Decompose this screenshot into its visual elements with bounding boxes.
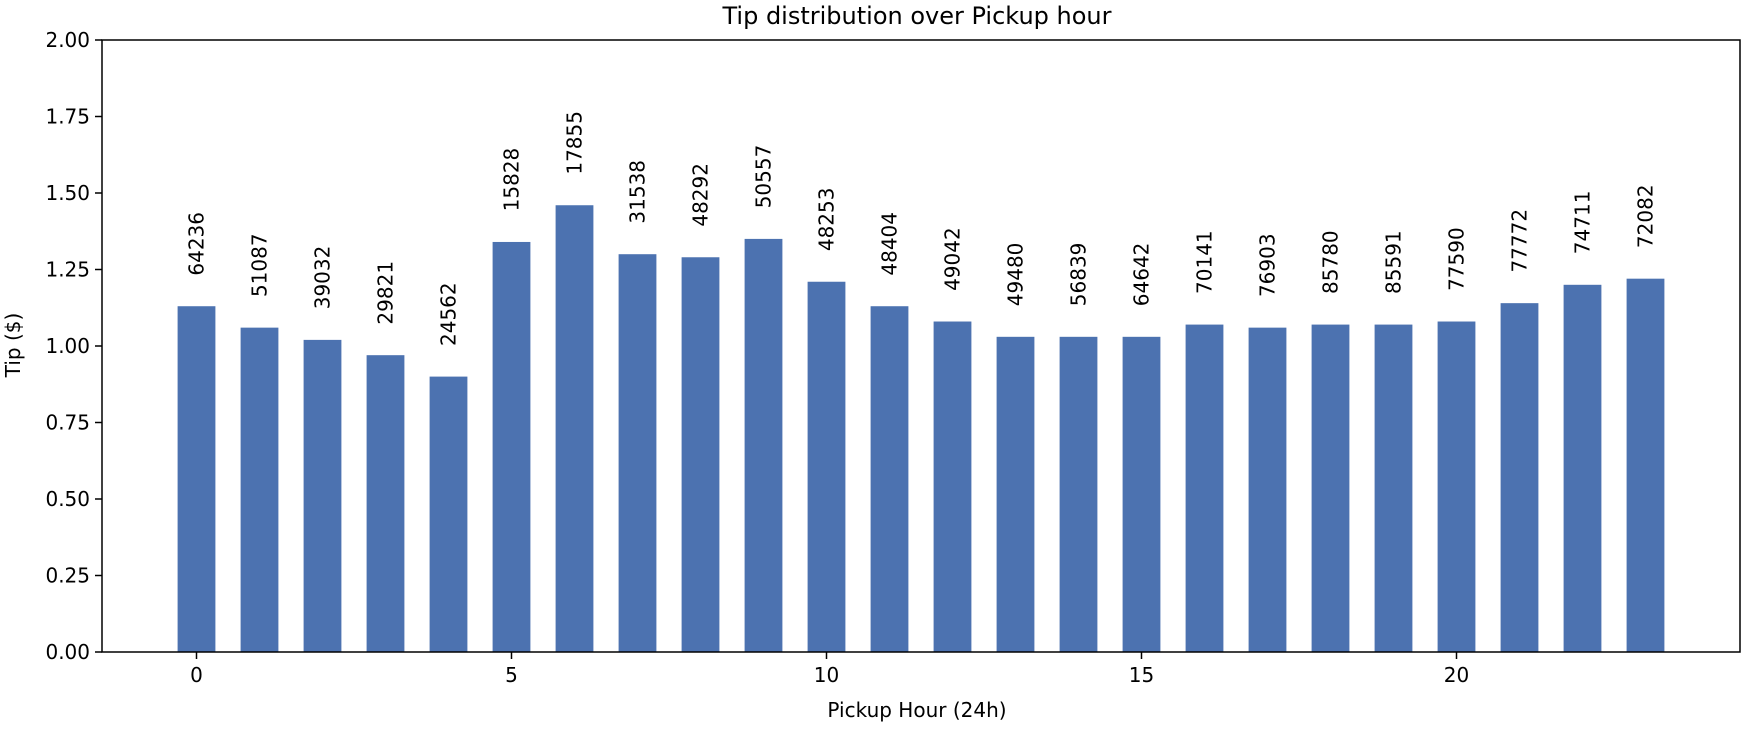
y-tick-label: 0.75: [45, 411, 90, 435]
bar-label-hour-7: 31538: [626, 160, 650, 224]
y-tick-label: 2.00: [45, 28, 90, 52]
bar-label-hour-2: 39032: [311, 246, 335, 310]
bar-label-hour-0: 64236: [185, 212, 209, 276]
bar-hour-18: [1311, 324, 1350, 652]
bar-hour-22: [1563, 284, 1602, 652]
y-tick-label: 1.50: [45, 181, 90, 205]
bar-labels-layer: 64236 51087 39032 29821 24562 15828 17855 31538…: [185, 111, 1658, 346]
bar-label-hour-19: 85591: [1382, 230, 1406, 294]
x-tick-label: 10: [814, 663, 839, 687]
bars-layer: [177, 205, 1665, 653]
chart-title: Tip distribution over Pickup hour: [721, 2, 1111, 30]
bar-label-hour-1: 51087: [248, 233, 272, 297]
plot-frame: [101, 39, 1741, 653]
bar-label-hour-12: 49042: [941, 227, 965, 291]
x-axis-label: Pickup Hour (24h): [827, 698, 1006, 722]
bar-label-hour-6: 17855: [563, 111, 587, 175]
x-tick-label: 0: [190, 663, 203, 687]
y-axis-label: Tip ($): [1, 313, 25, 379]
bar-hour-5: [492, 241, 531, 652]
bar-hour-21: [1500, 303, 1539, 652]
bar-hour-14: [1059, 336, 1098, 652]
bar-label-hour-9: 50557: [752, 145, 776, 209]
bar-label-hour-8: 48292: [689, 163, 713, 227]
bar-label-hour-16: 70141: [1193, 230, 1217, 294]
bar-label-hour-17: 76903: [1256, 233, 1280, 297]
bar-hour-19: [1374, 324, 1413, 652]
bar-hour-6: [555, 205, 594, 653]
bar-hour-7: [618, 254, 657, 652]
bar-label-hour-3: 29821: [374, 261, 398, 325]
y-tick-label: 1.25: [45, 258, 90, 282]
bar-hour-4: [429, 376, 468, 652]
bar-hour-2: [303, 339, 342, 652]
bar-label-hour-20: 77590: [1445, 227, 1469, 291]
bar-hour-8: [681, 257, 720, 652]
x-tick-label: 15: [1129, 663, 1154, 687]
bar-hour-15: [1122, 336, 1161, 652]
bar-hour-12: [933, 321, 972, 652]
bar-hour-1: [240, 327, 279, 652]
bar-hour-16: [1185, 324, 1224, 652]
bar-hour-10: [807, 281, 846, 652]
bar-label-hour-21: 77772: [1508, 209, 1532, 273]
bar-hour-3: [366, 355, 405, 652]
bar-label-hour-11: 48404: [878, 212, 902, 276]
bar-hour-11: [870, 306, 909, 652]
bar-label-hour-15: 64642: [1130, 243, 1154, 307]
bar-label-hour-14: 56839: [1067, 243, 1091, 307]
bar-label-hour-4: 24562: [437, 282, 461, 346]
bar-label-hour-18: 85780: [1319, 230, 1343, 294]
bar-label-hour-22: 74711: [1571, 191, 1595, 255]
bar-hour-0: [177, 306, 216, 652]
y-tick-label: 0.25: [45, 564, 90, 588]
bar-hour-20: [1437, 321, 1476, 652]
bar-hour-9: [744, 238, 783, 652]
y-tick-label: 1.75: [45, 105, 90, 129]
bar-label-hour-5: 15828: [500, 148, 524, 212]
bar-label-hour-10: 48253: [815, 188, 839, 252]
x-tick-label: 20: [1444, 663, 1469, 687]
y-tick-label: 0.50: [45, 487, 90, 511]
y-tick-label: 0.00: [45, 640, 90, 664]
bar-label-hour-13: 49480: [1004, 243, 1028, 307]
y-tick-label: 1.00: [45, 334, 90, 358]
bar-label-hour-23: 72082: [1634, 184, 1658, 248]
bar-hour-23: [1626, 278, 1665, 652]
bar-hour-17: [1248, 327, 1287, 652]
x-tick-label: 5: [505, 663, 518, 687]
bar-hour-13: [996, 336, 1035, 652]
axes-layer: 0.000.250.500.751.001.251.501.752.000 5 10…: [45, 28, 1741, 687]
